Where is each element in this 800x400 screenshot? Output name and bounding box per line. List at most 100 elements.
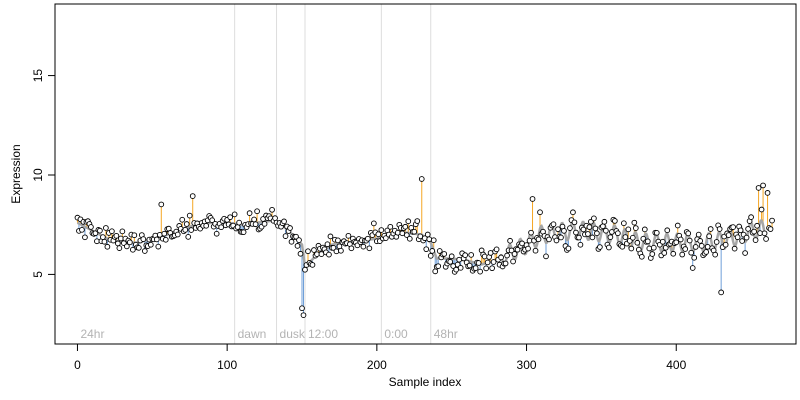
x-axis: 0 100 200 300 400 [74, 343, 687, 372]
data-point [348, 245, 355, 252]
data-point [619, 243, 626, 250]
data-point [597, 244, 603, 250]
data-point [119, 228, 126, 235]
data-point [689, 265, 696, 271]
data-point [570, 209, 576, 216]
data-point [147, 241, 154, 248]
data-point [472, 265, 479, 271]
data-point [161, 230, 168, 237]
data-point [109, 228, 115, 235]
data-point [646, 245, 653, 252]
data-point [101, 238, 108, 245]
data-point [674, 222, 681, 229]
data-point [394, 229, 401, 236]
data-point [558, 234, 564, 241]
data-point [209, 217, 216, 224]
data-point [751, 228, 757, 235]
x-axis-label: Sample index [389, 375, 462, 389]
data-point [764, 190, 771, 196]
data-point [435, 263, 442, 270]
data-point [553, 237, 560, 244]
data-point [441, 251, 448, 257]
data-point [650, 244, 657, 251]
data-point [722, 241, 729, 248]
data-point [601, 218, 608, 225]
data-point [692, 244, 699, 250]
data-point [185, 234, 192, 240]
data-point [305, 248, 311, 255]
data-point [126, 239, 133, 246]
data-point [261, 220, 268, 227]
data-point [769, 217, 775, 224]
data-point [427, 252, 434, 259]
data-point [641, 226, 648, 233]
data-point [763, 236, 769, 242]
data-point [755, 185, 762, 191]
data-point [576, 234, 582, 241]
data-point [743, 234, 750, 241]
data-point [745, 226, 751, 232]
data-point [577, 241, 584, 248]
data-point [183, 221, 190, 227]
data-point [475, 260, 482, 266]
data-point [103, 225, 109, 231]
data-point [607, 234, 614, 241]
data-point [679, 251, 686, 258]
data-point [135, 244, 142, 251]
data-point [490, 259, 497, 265]
data-point [638, 253, 645, 260]
data-point [555, 226, 561, 233]
data-point [661, 250, 668, 256]
data-point [543, 253, 549, 260]
data-point [426, 236, 433, 243]
data-point [653, 230, 660, 236]
data-point [468, 252, 475, 258]
data-point [282, 233, 289, 239]
data-point [296, 237, 302, 243]
data-point [405, 218, 412, 225]
data-point [327, 233, 334, 240]
data-point [535, 236, 542, 243]
data-point [625, 226, 632, 233]
data-point [514, 246, 521, 253]
data-point [603, 227, 609, 234]
data-point [659, 238, 666, 245]
data-point [758, 206, 765, 213]
data-point [345, 232, 352, 239]
data-point [82, 234, 88, 241]
data-point [387, 223, 394, 230]
data-point [493, 246, 500, 253]
data-point [688, 249, 695, 256]
data-points [74, 176, 775, 319]
data-point [254, 208, 260, 215]
plot-frame [54, 3, 797, 345]
data-point [664, 227, 671, 234]
data-point [606, 244, 612, 251]
data-point [620, 220, 627, 227]
y-axis-label: Expression [9, 144, 23, 203]
data-point [707, 226, 714, 232]
y-tick-label: 5 [31, 271, 45, 278]
data-point [644, 238, 651, 245]
data-point [338, 247, 344, 254]
data-point [411, 228, 418, 235]
data-point [281, 218, 287, 225]
data-point [302, 266, 308, 273]
data-point [269, 206, 275, 213]
data-point [580, 226, 587, 233]
data-point [634, 239, 641, 246]
data-point [97, 227, 103, 234]
data-point [742, 250, 748, 256]
data-point [507, 237, 513, 244]
data-point [124, 243, 130, 250]
data-point [484, 259, 491, 266]
data-point [498, 254, 504, 261]
data-point [686, 237, 693, 244]
data-point [528, 229, 534, 236]
data-point [592, 225, 599, 232]
y-tick-label: 10 [31, 168, 45, 182]
data-point [324, 241, 331, 248]
data-point [174, 231, 181, 238]
data-point [716, 226, 723, 232]
